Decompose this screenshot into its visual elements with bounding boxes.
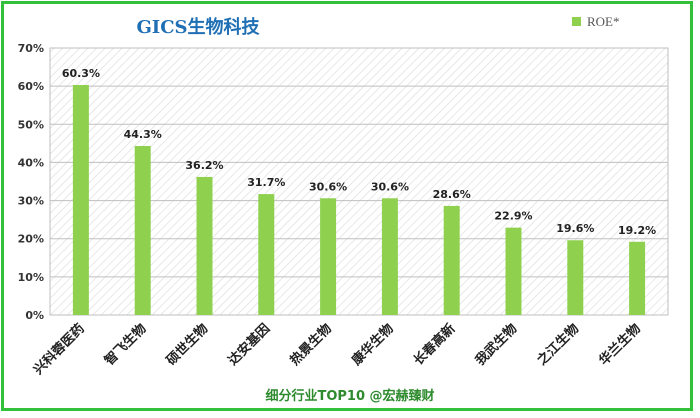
x-category-label: 康华生物	[349, 321, 397, 369]
chart-title: GICS生物科技	[136, 16, 260, 38]
data-label: 36.2%	[185, 159, 223, 172]
bar	[196, 176, 213, 315]
bars	[72, 84, 646, 316]
y-tick-label: 50%	[18, 118, 44, 131]
data-label: 31.7%	[247, 176, 285, 189]
data-label: 22.9%	[494, 210, 532, 223]
bar	[134, 146, 151, 315]
legend-swatch	[572, 17, 581, 26]
y-axis-ticks: 0% 10% 20% 30% 40% 50% 60% 70%	[18, 42, 44, 322]
y-tick-label: 20%	[18, 233, 44, 246]
y-tick-label: 30%	[18, 195, 44, 208]
x-axis-categories: 兴科蓉医药 智飞生物 硕世生物 达安基因 热景生物 康华生物 长春高新 我武生物 之江生物 华兰生…	[30, 321, 643, 378]
bar	[443, 205, 460, 315]
gridlines	[50, 47, 668, 316]
y-tick-label: 40%	[18, 156, 44, 169]
bar	[258, 194, 275, 315]
footer-text: 细分行业TOP10 @宏赫臻财	[265, 388, 434, 404]
data-labels: 60.3% 44.3% 36.2% 31.7% 30.6% 30.6% 28.6% 22.9%…	[62, 67, 656, 237]
x-category-label: 达安基因	[225, 321, 273, 369]
data-label: 30.6%	[309, 180, 347, 193]
bar	[381, 198, 398, 315]
x-category-label: 硕世生物	[163, 321, 211, 369]
x-category-label: 兴科蓉医药	[30, 321, 87, 378]
bar	[72, 84, 89, 316]
bar	[505, 227, 522, 315]
data-label: 60.3%	[62, 67, 100, 80]
y-tick-label: 0%	[25, 309, 44, 322]
x-category-label: 之江生物	[534, 321, 582, 369]
x-category-label: 智飞生物	[101, 321, 149, 369]
data-label: 44.3%	[124, 128, 162, 141]
data-label: 28.6%	[433, 188, 471, 201]
bar	[320, 198, 337, 315]
x-category-label: 我武生物	[472, 321, 520, 369]
y-tick-label: 60%	[18, 80, 44, 93]
y-tick-label: 70%	[18, 42, 44, 55]
y-tick-label: 10%	[18, 271, 44, 284]
x-category-label: 热景生物	[287, 321, 335, 369]
data-label: 30.6%	[371, 180, 409, 193]
legend: ROE*	[572, 14, 620, 29]
x-category-label: 华兰生物	[596, 321, 644, 369]
data-label: 19.2%	[618, 224, 656, 237]
bar	[629, 241, 646, 315]
bar	[567, 240, 584, 315]
x-category-label: 长春高新	[410, 321, 458, 369]
legend-label: ROE*	[587, 14, 620, 29]
data-label: 19.6%	[556, 222, 594, 235]
plot-area	[49, 47, 669, 316]
